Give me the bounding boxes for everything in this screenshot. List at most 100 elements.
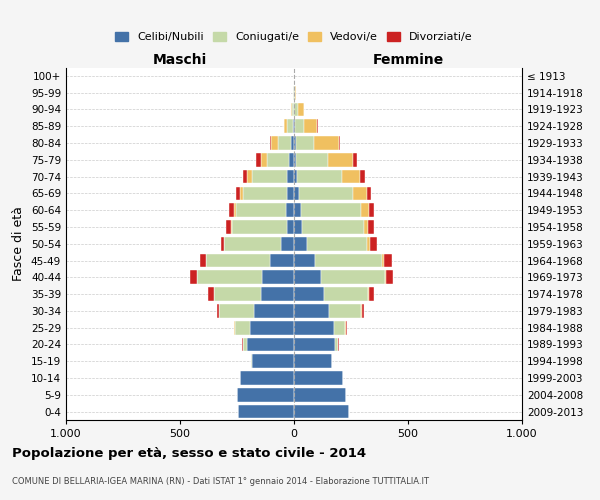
Bar — [383, 254, 392, 268]
Bar — [197, 270, 262, 284]
Bar — [353, 153, 358, 166]
Bar — [301, 204, 361, 217]
Bar — [314, 254, 382, 268]
Text: Maschi: Maschi — [153, 54, 207, 68]
Bar — [386, 270, 393, 284]
Bar — [190, 270, 197, 284]
Bar — [314, 136, 339, 150]
Bar — [236, 204, 286, 217]
Bar — [281, 237, 294, 250]
Text: Femmine: Femmine — [373, 54, 443, 68]
Bar — [294, 153, 296, 166]
Bar — [252, 170, 287, 183]
Bar — [302, 220, 364, 234]
Bar — [294, 220, 302, 234]
Bar — [293, 120, 294, 133]
Bar — [289, 153, 294, 166]
Bar — [361, 204, 369, 217]
Bar — [295, 102, 298, 117]
Bar — [368, 287, 369, 301]
Bar — [294, 136, 296, 150]
Bar — [261, 153, 266, 166]
Bar — [254, 304, 294, 318]
Bar — [304, 120, 317, 133]
Bar — [208, 287, 214, 301]
Bar — [291, 136, 294, 150]
Bar — [270, 136, 271, 150]
Bar — [252, 354, 294, 368]
Bar — [233, 321, 235, 334]
Bar — [368, 220, 374, 234]
Bar — [238, 404, 294, 418]
Y-axis label: Fasce di età: Fasce di età — [13, 206, 25, 281]
Bar — [284, 120, 287, 133]
Bar — [262, 270, 294, 284]
Text: COMUNE DI BELLARIA-IGEA MARINA (RN) - Dati ISTAT 1° gennaio 2014 - Elaborazione : COMUNE DI BELLARIA-IGEA MARINA (RN) - Da… — [12, 478, 429, 486]
Bar — [334, 321, 346, 334]
Bar — [236, 186, 240, 200]
Bar — [370, 237, 377, 250]
Bar — [291, 102, 292, 117]
Bar — [200, 254, 206, 268]
Bar — [226, 220, 232, 234]
Bar — [224, 237, 281, 250]
Bar — [256, 153, 261, 166]
Bar — [294, 204, 301, 217]
Bar — [286, 204, 294, 217]
Bar — [271, 136, 278, 150]
Bar — [294, 287, 323, 301]
Bar — [251, 354, 252, 368]
Bar — [294, 170, 298, 183]
Bar — [362, 304, 364, 318]
Bar — [292, 102, 293, 117]
Bar — [367, 186, 371, 200]
Bar — [235, 321, 250, 334]
Bar — [219, 304, 254, 318]
Bar — [240, 186, 242, 200]
Bar — [287, 186, 294, 200]
Bar — [242, 170, 247, 183]
Bar — [214, 287, 261, 301]
Bar — [360, 170, 365, 183]
Bar — [298, 102, 304, 117]
Bar — [294, 270, 322, 284]
Bar — [294, 404, 349, 418]
Bar — [294, 237, 307, 250]
Bar — [294, 371, 343, 385]
Legend: Celibi/Nubili, Coniugati/e, Vedovi/e, Divorziati/e: Celibi/Nubili, Coniugati/e, Vedovi/e, Di… — [111, 27, 477, 46]
Bar — [247, 170, 252, 183]
Bar — [296, 136, 314, 150]
Bar — [287, 220, 294, 234]
Bar — [295, 86, 296, 100]
Bar — [369, 287, 374, 301]
Bar — [353, 186, 367, 200]
Bar — [294, 388, 346, 402]
Bar — [369, 204, 374, 217]
Bar — [298, 170, 342, 183]
Bar — [322, 270, 385, 284]
Bar — [385, 270, 386, 284]
Bar — [335, 338, 338, 351]
Bar — [221, 237, 224, 250]
Bar — [278, 136, 291, 150]
Bar — [294, 321, 334, 334]
Bar — [294, 304, 329, 318]
Bar — [294, 338, 335, 351]
Bar — [242, 338, 247, 351]
Bar — [270, 254, 294, 268]
Bar — [287, 170, 294, 183]
Bar — [247, 338, 294, 351]
Bar — [294, 254, 314, 268]
Bar — [243, 186, 287, 200]
Bar — [261, 287, 294, 301]
Bar — [299, 186, 353, 200]
Bar — [364, 220, 368, 234]
Bar — [294, 186, 299, 200]
Bar — [328, 153, 353, 166]
Bar — [367, 237, 370, 250]
Bar — [382, 254, 383, 268]
Bar — [229, 204, 234, 217]
Bar — [346, 321, 347, 334]
Bar — [295, 120, 304, 133]
Bar — [266, 153, 289, 166]
